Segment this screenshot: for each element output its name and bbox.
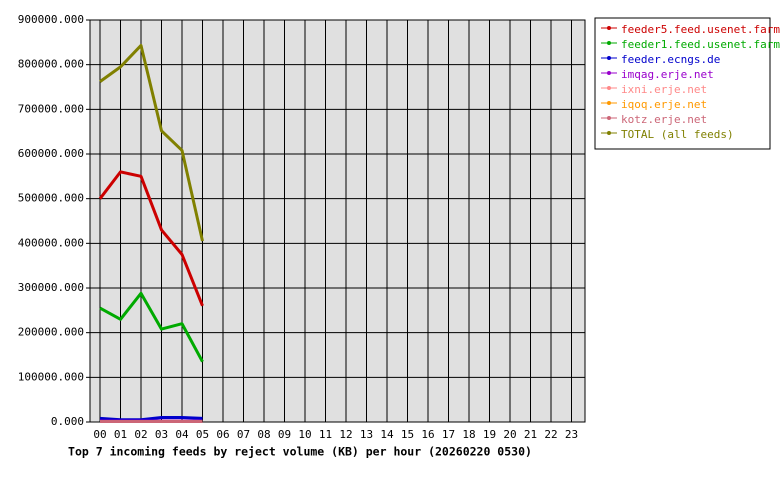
series-line xyxy=(99,416,203,422)
x-tick-label: 13 xyxy=(360,428,373,441)
y-tick-label: 900000.000 xyxy=(18,13,84,26)
legend-dot xyxy=(607,71,611,75)
y-tick-label: 700000.000 xyxy=(18,102,84,115)
y-tick-label: 100000.000 xyxy=(18,370,84,383)
series-line xyxy=(98,170,204,307)
x-tick-label: 23 xyxy=(565,428,578,441)
legend-dot xyxy=(607,56,611,60)
legend-label: feeder5.feed.usenet.farm xyxy=(621,23,780,36)
x-tick-label: 16 xyxy=(421,428,434,441)
x-tick-label: 21 xyxy=(524,428,537,441)
x-tick-label: 17 xyxy=(442,428,455,441)
legend-box xyxy=(594,17,771,150)
legend-label: TOTAL (all feeds) xyxy=(621,128,734,141)
x-tick-label: 02 xyxy=(134,428,147,441)
x-tick-label: 03 xyxy=(155,428,168,441)
x-tick-label: 12 xyxy=(339,428,352,441)
y-tick-label: 800000.000 xyxy=(18,58,84,71)
plot-background xyxy=(90,20,585,422)
chart-title: Top 7 incoming feeds by reject volume (K… xyxy=(68,445,532,459)
legend-dot xyxy=(607,86,611,90)
legend-dot xyxy=(607,131,611,135)
legend-dot xyxy=(607,116,611,120)
y-tick-label: 0.000 xyxy=(51,415,84,428)
x-tick-label: 05 xyxy=(196,428,209,441)
x-tick-label: 07 xyxy=(237,428,250,441)
x-tick-label: 14 xyxy=(380,428,394,441)
y-tick-label: 300000.000 xyxy=(18,281,84,294)
legend-dot xyxy=(607,41,611,45)
x-tick-label: 00 xyxy=(93,428,106,441)
legend-label: feeder.ecngs.de xyxy=(621,53,720,66)
x-tick-label: 04 xyxy=(175,428,189,441)
x-tick-label: 10 xyxy=(298,428,311,441)
x-tick-label: 11 xyxy=(319,428,332,441)
y-tick-label: 200000.000 xyxy=(18,326,84,339)
x-tick-label: 19 xyxy=(483,428,496,441)
x-tick-label: 18 xyxy=(462,428,475,441)
x-tick-label: 08 xyxy=(257,428,270,441)
x-tick-label: 22 xyxy=(544,428,557,441)
legend-dot xyxy=(607,101,611,105)
series-line xyxy=(99,43,204,242)
series-line xyxy=(99,291,204,363)
y-tick-label: 600000.000 xyxy=(18,147,84,160)
y-tick-label: 400000.000 xyxy=(18,236,84,249)
x-tick-label: 15 xyxy=(401,428,414,441)
legend-dot xyxy=(607,26,611,30)
y-tick-label: 500000.000 xyxy=(18,192,84,205)
x-tick-label: 06 xyxy=(216,428,229,441)
x-tick-label: 01 xyxy=(114,428,127,441)
legend-label: kotz.erje.net xyxy=(621,113,707,126)
legend-label: imqag.erje.net xyxy=(621,68,714,81)
legend-label: feeder1.feed.usenet.farm xyxy=(621,38,780,51)
legend-label: ixni.erje.net xyxy=(621,83,707,96)
legend-label: iqoq.erje.net xyxy=(621,98,707,111)
x-tick-label: 09 xyxy=(278,428,291,441)
plot-border xyxy=(89,19,586,423)
x-tick-label: 20 xyxy=(503,428,516,441)
